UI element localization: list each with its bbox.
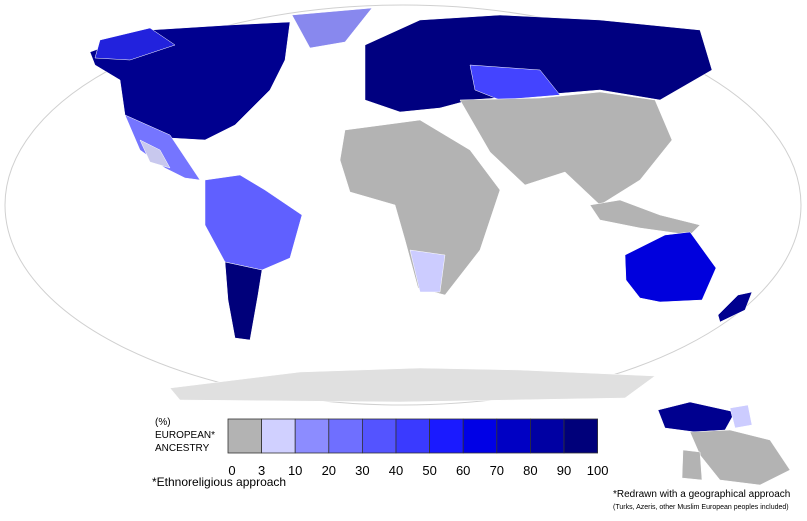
indonesia: [589, 199, 701, 236]
alaska: [94, 27, 176, 61]
legend-tick-label: 10: [288, 463, 302, 478]
legend-swatch: [429, 418, 464, 454]
legend-swatch: [462, 418, 498, 454]
antarctica: [169, 367, 656, 403]
legend-tick-label: 0: [228, 463, 235, 478]
legend-tick-label: 100: [587, 463, 609, 478]
legend-tick-label: 30: [355, 463, 369, 478]
europe-russia: [364, 14, 713, 113]
mexico-south: [139, 139, 171, 169]
inset-caucasus: [729, 404, 753, 429]
legend-tick-label: 3: [258, 463, 265, 478]
legend-title: EUROPEAN*: [155, 430, 215, 441]
australia: [624, 231, 717, 303]
inset-turkey: [657, 401, 736, 433]
south-america-north: [204, 174, 303, 271]
inset-map: [657, 401, 791, 486]
legend-swatch: [395, 418, 430, 454]
inset-middle-east: [689, 429, 791, 486]
inset-note: *Redrawn with a geographical approach: [613, 489, 790, 500]
asia: [459, 91, 673, 206]
southern-africa: [409, 249, 446, 293]
legend-tick-label: 40: [389, 463, 403, 478]
south-america-south: [224, 261, 263, 341]
world-map: [4, 4, 802, 406]
legend-tick-label: 60: [456, 463, 470, 478]
legend-swatch: [328, 418, 363, 454]
legend-swatch: [227, 418, 262, 454]
central-asia: [469, 64, 561, 101]
legend-tick-label: 50: [422, 463, 436, 478]
legend-title: (%): [155, 417, 171, 428]
legend-tick-label: 80: [523, 463, 537, 478]
legend-swatch: [530, 418, 565, 454]
legend-swatch: [563, 418, 598, 454]
legend-swatch: [361, 418, 397, 454]
central-america: [124, 114, 201, 181]
inset-subnote: (Turks, Azeris, other Muslim European pe…: [613, 504, 789, 511]
legend-tick-label: 70: [490, 463, 504, 478]
legend-tick-label: 90: [557, 463, 571, 478]
legend-title: ANCESTRY: [155, 443, 210, 454]
legend-tick-label: 20: [322, 463, 336, 478]
legend-swatch: [496, 418, 531, 454]
legend-swatch: [294, 418, 330, 454]
new-zealand: [717, 291, 753, 323]
legend-swatch: [261, 418, 296, 454]
note: *Ethnoreligious approach: [152, 475, 286, 489]
inset-egypt: [681, 449, 703, 481]
legend: (%) EUROPEAN* ANCESTRY 0 3 10 20 30 40 50 60 70 80 90…: [155, 417, 608, 478]
greenland: [291, 7, 373, 49]
